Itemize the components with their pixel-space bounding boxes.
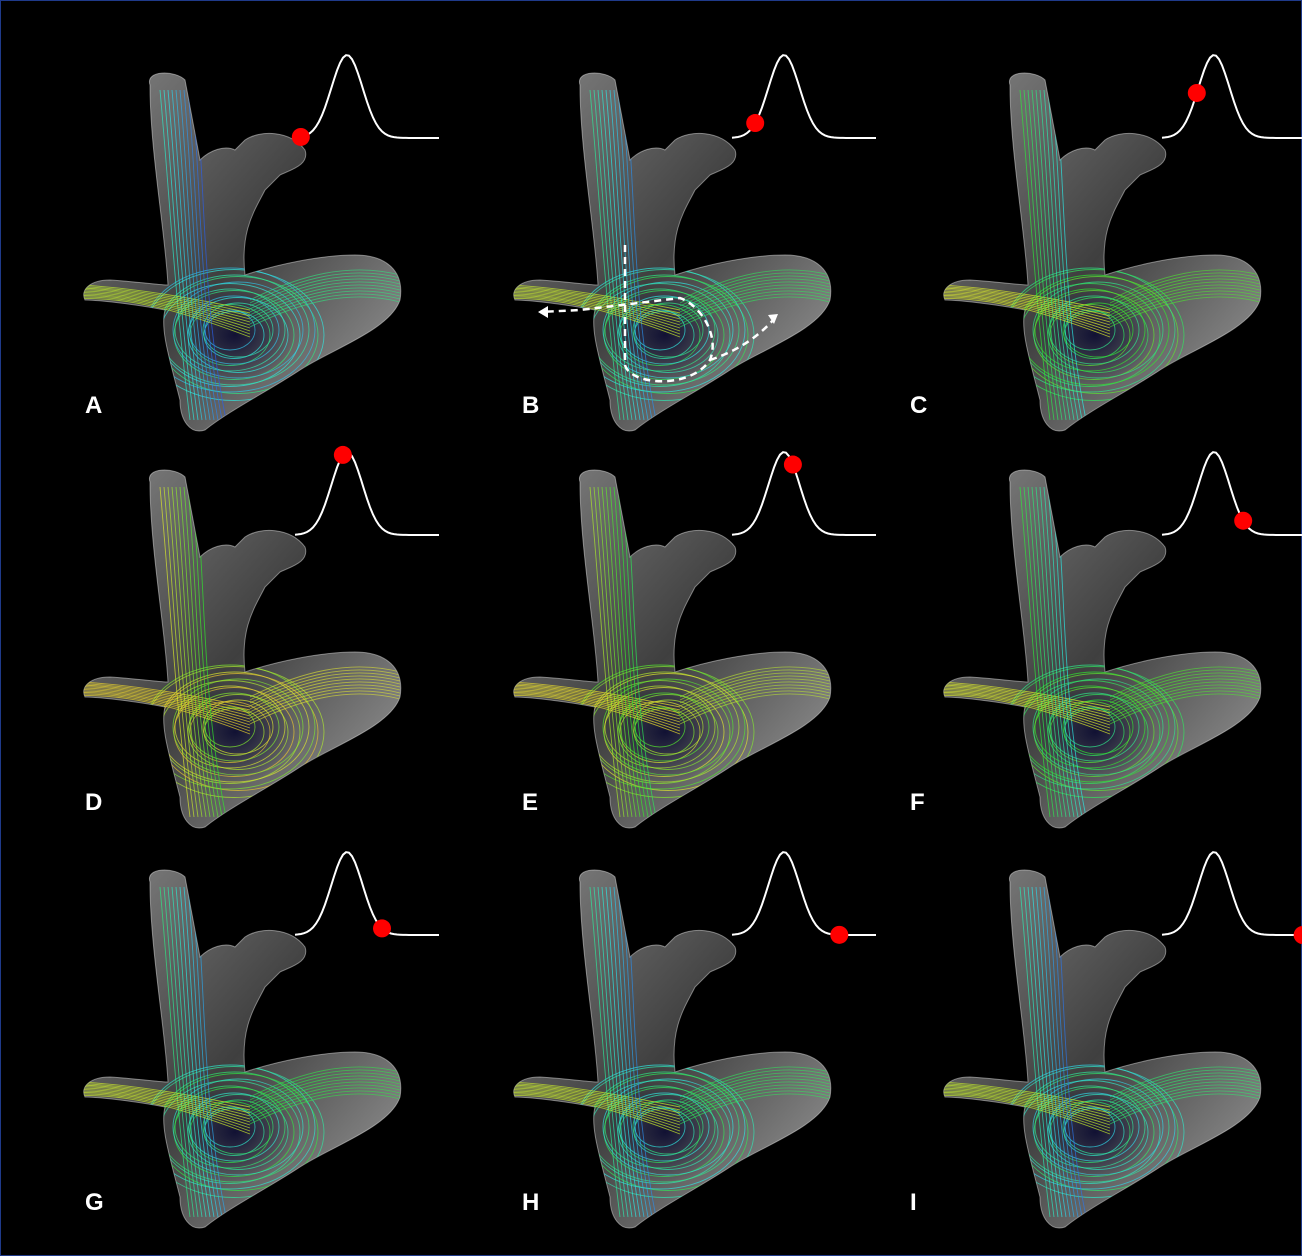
panel-label: I: [910, 1189, 917, 1216]
phase-dot: [746, 114, 764, 132]
phase-dot: [1234, 512, 1252, 530]
panel-label: E: [522, 789, 538, 816]
panel-label: G: [85, 1189, 104, 1216]
panel-label: D: [85, 789, 102, 816]
phase-dot: [334, 446, 352, 464]
phase-dot: [373, 919, 391, 937]
panel-label: A: [85, 392, 102, 419]
figure: A B C D E F G H I: [0, 0, 1302, 1256]
panel-label: H: [522, 1189, 539, 1216]
phase-dot: [784, 456, 802, 474]
phase-dot: [830, 926, 848, 944]
page: ABCDEFGHI (() => { const data = JSON.par…: [0, 0, 1302, 1256]
panel-label: F: [910, 789, 925, 816]
panel-label: C: [910, 392, 927, 419]
phase-dot: [292, 128, 310, 146]
phase-dot: [1188, 84, 1206, 102]
panel-label: B: [522, 392, 539, 419]
